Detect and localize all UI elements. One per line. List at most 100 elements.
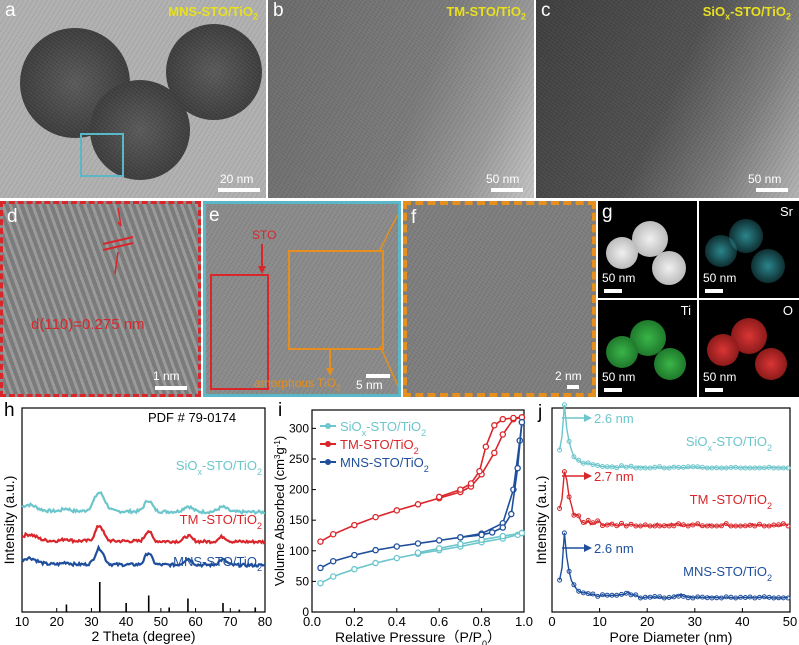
data-point — [619, 463, 624, 469]
data-point — [557, 577, 563, 583]
data-point — [719, 465, 724, 471]
data-point — [576, 513, 582, 519]
data-point — [757, 465, 762, 471]
chart-pore-size: 2.6 nm SiOx-STO/TiO2 2.7 nm TM -STO/TiO2 2.6… — [534, 402, 797, 645]
data-point — [510, 414, 517, 422]
y-tick-label: 100 — [289, 544, 309, 558]
reference-title: PDF # 79-0174 — [148, 410, 236, 425]
data-point — [723, 465, 729, 471]
data-point — [595, 463, 601, 468]
scale-bar — [705, 289, 723, 293]
data-point — [414, 540, 422, 547]
o-particle — [707, 334, 739, 366]
data-point — [699, 464, 705, 470]
amorphous-region-box — [288, 250, 384, 350]
data-point — [561, 530, 567, 536]
data-point — [757, 521, 762, 527]
x-tick-label: 0.0 — [303, 614, 321, 629]
data-point — [761, 594, 767, 600]
data-point — [719, 595, 724, 601]
panel-title: TM-STO/TiO2 — [446, 4, 526, 22]
lattice-annotation: d(110)=0.275 nm — [31, 316, 145, 333]
peak-arrowhead — [584, 472, 592, 480]
data-point — [580, 590, 586, 596]
data-point — [435, 545, 443, 552]
element-label: Ti — [680, 303, 691, 318]
data-point — [393, 554, 401, 562]
sr-particle — [705, 235, 737, 267]
data-point — [590, 462, 596, 468]
data-point — [499, 524, 507, 531]
data-point — [467, 480, 475, 487]
panel-a-tem-image: a MNS-STO/TiO2 20 nm — [0, 0, 266, 198]
scale-label: 2 nm — [555, 369, 582, 383]
data-point — [699, 594, 705, 600]
series-line — [21, 491, 266, 516]
series-line — [558, 471, 789, 527]
data-point — [595, 518, 601, 524]
data-point — [393, 543, 401, 550]
legend-marker — [325, 423, 331, 429]
series-label: SiOx-STO/TiO2 — [686, 434, 772, 453]
data-point — [780, 595, 786, 601]
data-point — [785, 595, 791, 601]
x-tick-label: 10 — [15, 614, 29, 629]
element-label: Sr — [780, 204, 793, 219]
data-point — [435, 537, 443, 544]
scale-bar — [491, 188, 523, 192]
data-point — [766, 594, 772, 600]
data-point — [628, 521, 634, 527]
data-point — [457, 486, 464, 493]
series-line — [320, 416, 523, 543]
scale-label: 50 nm — [703, 370, 737, 384]
legend-label: TM-STO/TiO2 — [340, 437, 419, 456]
data-point — [747, 465, 753, 471]
nanosphere — [632, 221, 668, 257]
data-point — [776, 595, 782, 601]
x-tick-label: 60 — [188, 614, 202, 629]
data-point — [499, 415, 507, 423]
data-point — [585, 591, 591, 597]
data-point — [742, 465, 748, 471]
data-point — [633, 465, 639, 471]
data-point — [351, 521, 358, 529]
data-point — [580, 460, 586, 466]
data-point — [600, 592, 605, 598]
y-tick-label: 150 — [289, 513, 309, 527]
data-point — [747, 594, 753, 600]
panel-label: j — [538, 402, 543, 423]
legend-label: MNS-STO/TiO2 — [340, 455, 429, 474]
panel-g-ti-map: Ti 50 nm — [598, 300, 697, 397]
data-point — [676, 593, 682, 599]
data-point — [666, 595, 672, 600]
data-point — [590, 520, 596, 526]
x-tick-label: 20 — [640, 614, 654, 629]
x-tick-label: 0.2 — [345, 614, 363, 629]
data-point — [478, 531, 485, 539]
data-point — [576, 588, 582, 594]
x-tick-label: 0.4 — [388, 614, 406, 629]
data-point — [499, 532, 507, 540]
data-point — [733, 523, 739, 529]
peak-arrowhead — [584, 414, 592, 422]
panel-label: f — [411, 207, 417, 228]
data-point — [690, 522, 696, 528]
data-point — [518, 418, 526, 426]
data-point — [372, 546, 379, 554]
data-point — [566, 494, 572, 500]
data-point — [766, 464, 772, 470]
panel-e-hrtem-image: STO amorphous TiO2 e 5 nm — [203, 201, 401, 397]
x-tick-label: 30 — [84, 614, 98, 629]
data-point — [661, 523, 667, 529]
panel-b-tem-image: b TM-STO/TiO2 50 nm — [268, 0, 534, 198]
data-point — [619, 520, 624, 526]
panel-label: d — [7, 206, 18, 227]
panel-c-tem-image: c SiOx-STO/TiO2 50 nm — [536, 0, 799, 198]
scale-label: 1 nm — [153, 369, 180, 383]
data-point — [557, 506, 563, 511]
legend-label: SiOx-STO/TiO2 — [340, 419, 426, 438]
peak-label: 2.7 nm — [594, 469, 634, 484]
scale-label: 50 nm — [748, 172, 782, 186]
y-tick-label: 250 — [289, 452, 309, 466]
